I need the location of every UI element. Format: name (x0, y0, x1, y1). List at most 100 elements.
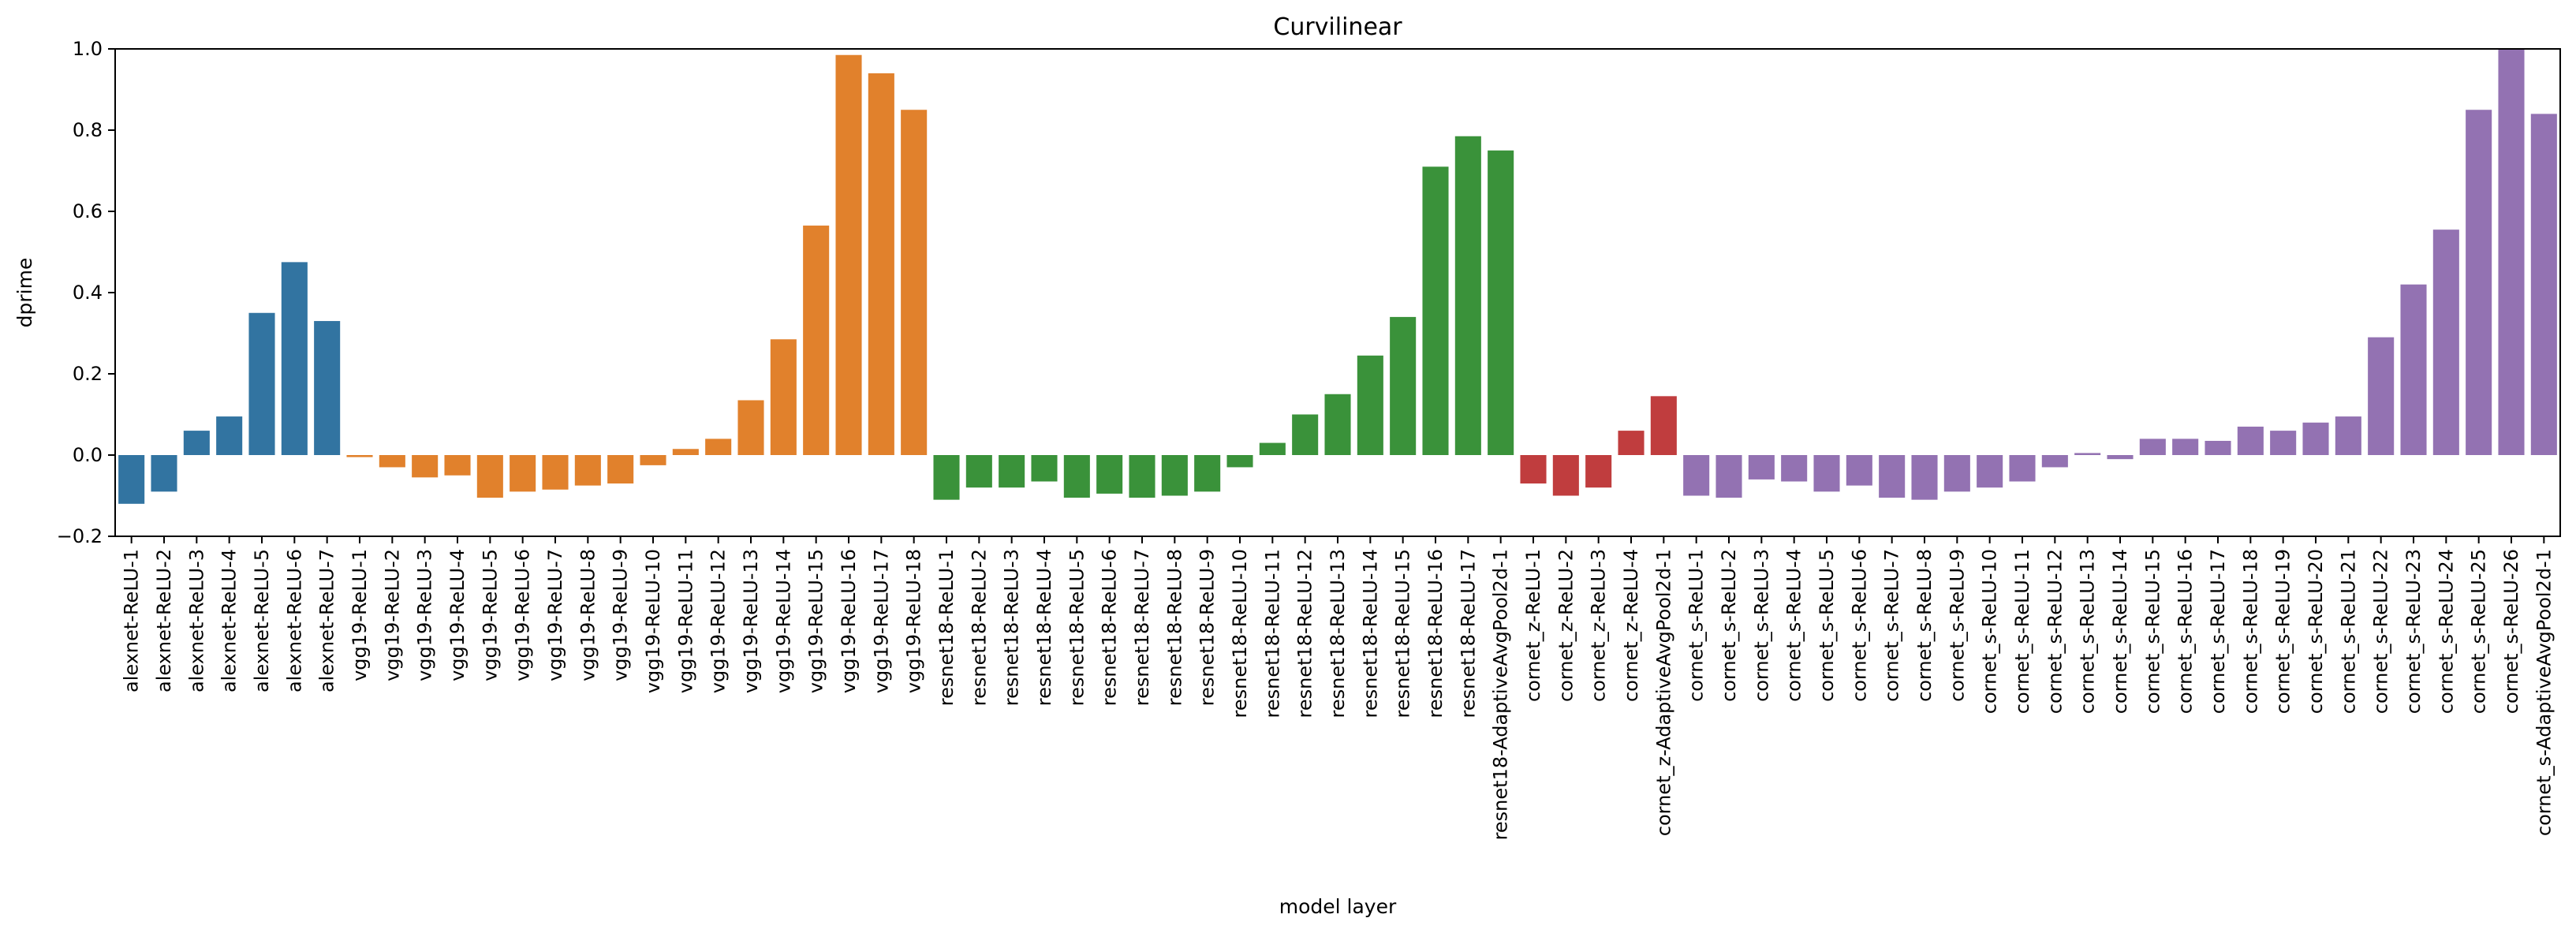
bar-vgg19-ReLU-15 (803, 226, 830, 455)
x-tick-label: cornet_s-ReLU-13 (2077, 549, 2099, 714)
bar-resnet18-ReLU-11 (1259, 442, 1286, 455)
bar-vgg19-ReLU-4 (444, 455, 471, 476)
x-tick-label: vgg19-ReLU-15 (805, 549, 827, 693)
bar-cornet_s-ReLU-16 (2172, 439, 2199, 455)
x-tick-label: cornet_s-ReLU-25 (2468, 549, 2490, 714)
y-axis-label: dprime (13, 258, 36, 328)
bars-layer (118, 49, 2557, 504)
x-tick-label: cornet_z-ReLU-4 (1620, 549, 1642, 702)
bar-resnet18-ReLU-3 (999, 455, 1025, 488)
x-tick-label: alexnet-ReLU-5 (251, 549, 273, 692)
x-tick-label: cornet_s-ReLU-20 (2305, 549, 2327, 714)
x-tick-label: resnet18-ReLU-4 (1033, 549, 1055, 706)
bar-cornet_s-ReLU-9 (1943, 455, 1970, 492)
bar-cornet_s-ReLU-17 (2205, 440, 2231, 455)
bar-resnet18-ReLU-6 (1096, 455, 1123, 494)
x-tick-label: vgg19-ReLU-10 (642, 549, 664, 693)
bar-resnet18-ReLU-2 (965, 455, 992, 488)
bar-alexnet-ReLU-7 (314, 321, 341, 455)
bar-cornet_s-ReLU-19 (2270, 431, 2297, 455)
x-tick-label: cornet_s-ReLU-7 (1881, 549, 1903, 702)
x-tick-label: resnet18-ReLU-11 (1261, 549, 1283, 718)
x-tick-label: alexnet-ReLU-6 (283, 549, 305, 692)
bar-resnet18-AdaptiveAvgPool2d-1 (1488, 150, 1514, 455)
bar-resnet18-ReLU-4 (1031, 455, 1058, 482)
bar-resnet18-ReLU-15 (1390, 316, 1417, 455)
bar-cornet_z-ReLU-2 (1552, 455, 1579, 496)
x-tick-label: cornet_s-ReLU-8 (1913, 549, 1936, 702)
x-tick-label: cornet_s-ReLU-15 (2141, 549, 2163, 714)
bar-vgg19-ReLU-14 (770, 339, 797, 455)
bar-cornet_s-ReLU-21 (2335, 416, 2361, 455)
bar-resnet18-ReLU-14 (1357, 355, 1383, 455)
bar-resnet18-ReLU-5 (1063, 455, 1090, 498)
bar-resnet18-ReLU-12 (1292, 414, 1319, 455)
x-tick-label: vgg19-ReLU-14 (772, 549, 794, 693)
bar-vgg19-ReLU-3 (412, 455, 439, 478)
x-tick-label: resnet18-ReLU-13 (1327, 549, 1349, 718)
y-tick-label: 0.0 (73, 444, 103, 466)
bar-vgg19-ReLU-8 (574, 455, 601, 486)
bar-cornet_s-ReLU-8 (1911, 455, 1938, 500)
bar-cornet_s-ReLU-22 (2368, 337, 2395, 455)
bar-cornet_z-AdaptiveAvgPool2d-1 (1650, 396, 1677, 455)
x-tick-label: alexnet-ReLU-1 (121, 549, 143, 692)
x-tick-label: vgg19-ReLU-3 (414, 549, 436, 681)
y-tick-label: 0.6 (73, 200, 103, 222)
x-tick-label: cornet_z-AdaptiveAvgPool2d-1 (1652, 549, 1674, 836)
y-tick-label: −0.2 (57, 525, 103, 547)
x-tick-label: vgg19-ReLU-1 (349, 549, 371, 681)
x-tick-label: cornet_s-ReLU-12 (2044, 549, 2066, 714)
x-tick-label: cornet_s-ReLU-14 (2109, 549, 2131, 714)
bar-vgg19-ReLU-13 (737, 400, 764, 455)
x-tick-label: cornet_s-ReLU-23 (2402, 549, 2425, 714)
x-tick-label: resnet18-ReLU-6 (1099, 549, 1121, 706)
bar-vgg19-ReLU-18 (901, 110, 928, 455)
x-tick-label: vgg19-ReLU-12 (707, 549, 730, 693)
x-tick-label: vgg19-ReLU-2 (381, 549, 403, 681)
bar-cornet_s-ReLU-13 (2074, 453, 2101, 455)
bar-cornet_s-ReLU-14 (2107, 455, 2134, 460)
x-tick-label: vgg19-ReLU-7 (544, 549, 566, 681)
x-tick-label: cornet_s-ReLU-1 (1686, 549, 1708, 702)
bar-cornet_s-ReLU-26 (2498, 49, 2525, 455)
y-tick-label: 0.4 (73, 282, 103, 304)
bar-alexnet-ReLU-5 (248, 312, 275, 455)
x-tick-label: cornet_s-ReLU-3 (1750, 549, 1772, 702)
bar-cornet_s-ReLU-25 (2466, 110, 2492, 455)
y-tick-label: 1.0 (73, 38, 103, 60)
plot-frame (114, 48, 2561, 537)
bar-vgg19-ReLU-7 (542, 455, 569, 490)
bar-resnet18-ReLU-8 (1161, 455, 1188, 496)
x-tick-label: resnet18-ReLU-10 (1229, 549, 1251, 718)
bar-resnet18-ReLU-17 (1454, 136, 1481, 455)
bar-cornet_s-ReLU-10 (1977, 455, 2003, 488)
bar-cornet_s-ReLU-6 (1846, 455, 1872, 486)
bar-vgg19-ReLU-16 (835, 54, 862, 455)
bar-vgg19-ReLU-12 (705, 439, 732, 455)
bar-cornet_s-ReLU-5 (1813, 455, 1840, 492)
x-tick-label: cornet_s-ReLU-6 (1848, 549, 1870, 702)
bar-cornet_s-ReLU-15 (2139, 439, 2166, 455)
bar-cornet_s-ReLU-24 (2432, 230, 2459, 455)
bar-cornet_z-ReLU-1 (1520, 455, 1547, 484)
x-tick-label: resnet18-ReLU-2 (968, 549, 990, 706)
x-tick-label: alexnet-ReLU-2 (153, 549, 175, 692)
bar-vgg19-ReLU-2 (379, 455, 405, 468)
x-tick-label: cornet_s-ReLU-5 (1816, 549, 1838, 702)
bar-cornet_s-ReLU-11 (2009, 455, 2036, 482)
x-tick-label: cornet_s-ReLU-16 (2175, 549, 2197, 714)
x-axis-label: model layer (1279, 895, 1397, 918)
bar-alexnet-ReLU-3 (183, 431, 210, 455)
x-tick-label: vgg19-ReLU-4 (446, 549, 469, 681)
x-tick-label: cornet_s-ReLU-17 (2207, 549, 2229, 714)
x-tick-label: cornet_z-ReLU-1 (1522, 549, 1544, 702)
x-tick-label: cornet_s-ReLU-10 (1979, 549, 2001, 714)
x-tick-label: cornet_s-ReLU-9 (1946, 549, 1968, 702)
x-tick-label: alexnet-ReLU-4 (218, 549, 241, 692)
x-tick-label: resnet18-ReLU-12 (1294, 549, 1316, 718)
x-tick-label: cornet_s-AdaptiveAvgPool2d-1 (2533, 549, 2555, 836)
x-tick-label: resnet18-ReLU-16 (1424, 549, 1447, 718)
bar-vgg19-ReLU-5 (476, 455, 503, 498)
x-tick-label: cornet_s-ReLU-22 (2370, 549, 2392, 714)
